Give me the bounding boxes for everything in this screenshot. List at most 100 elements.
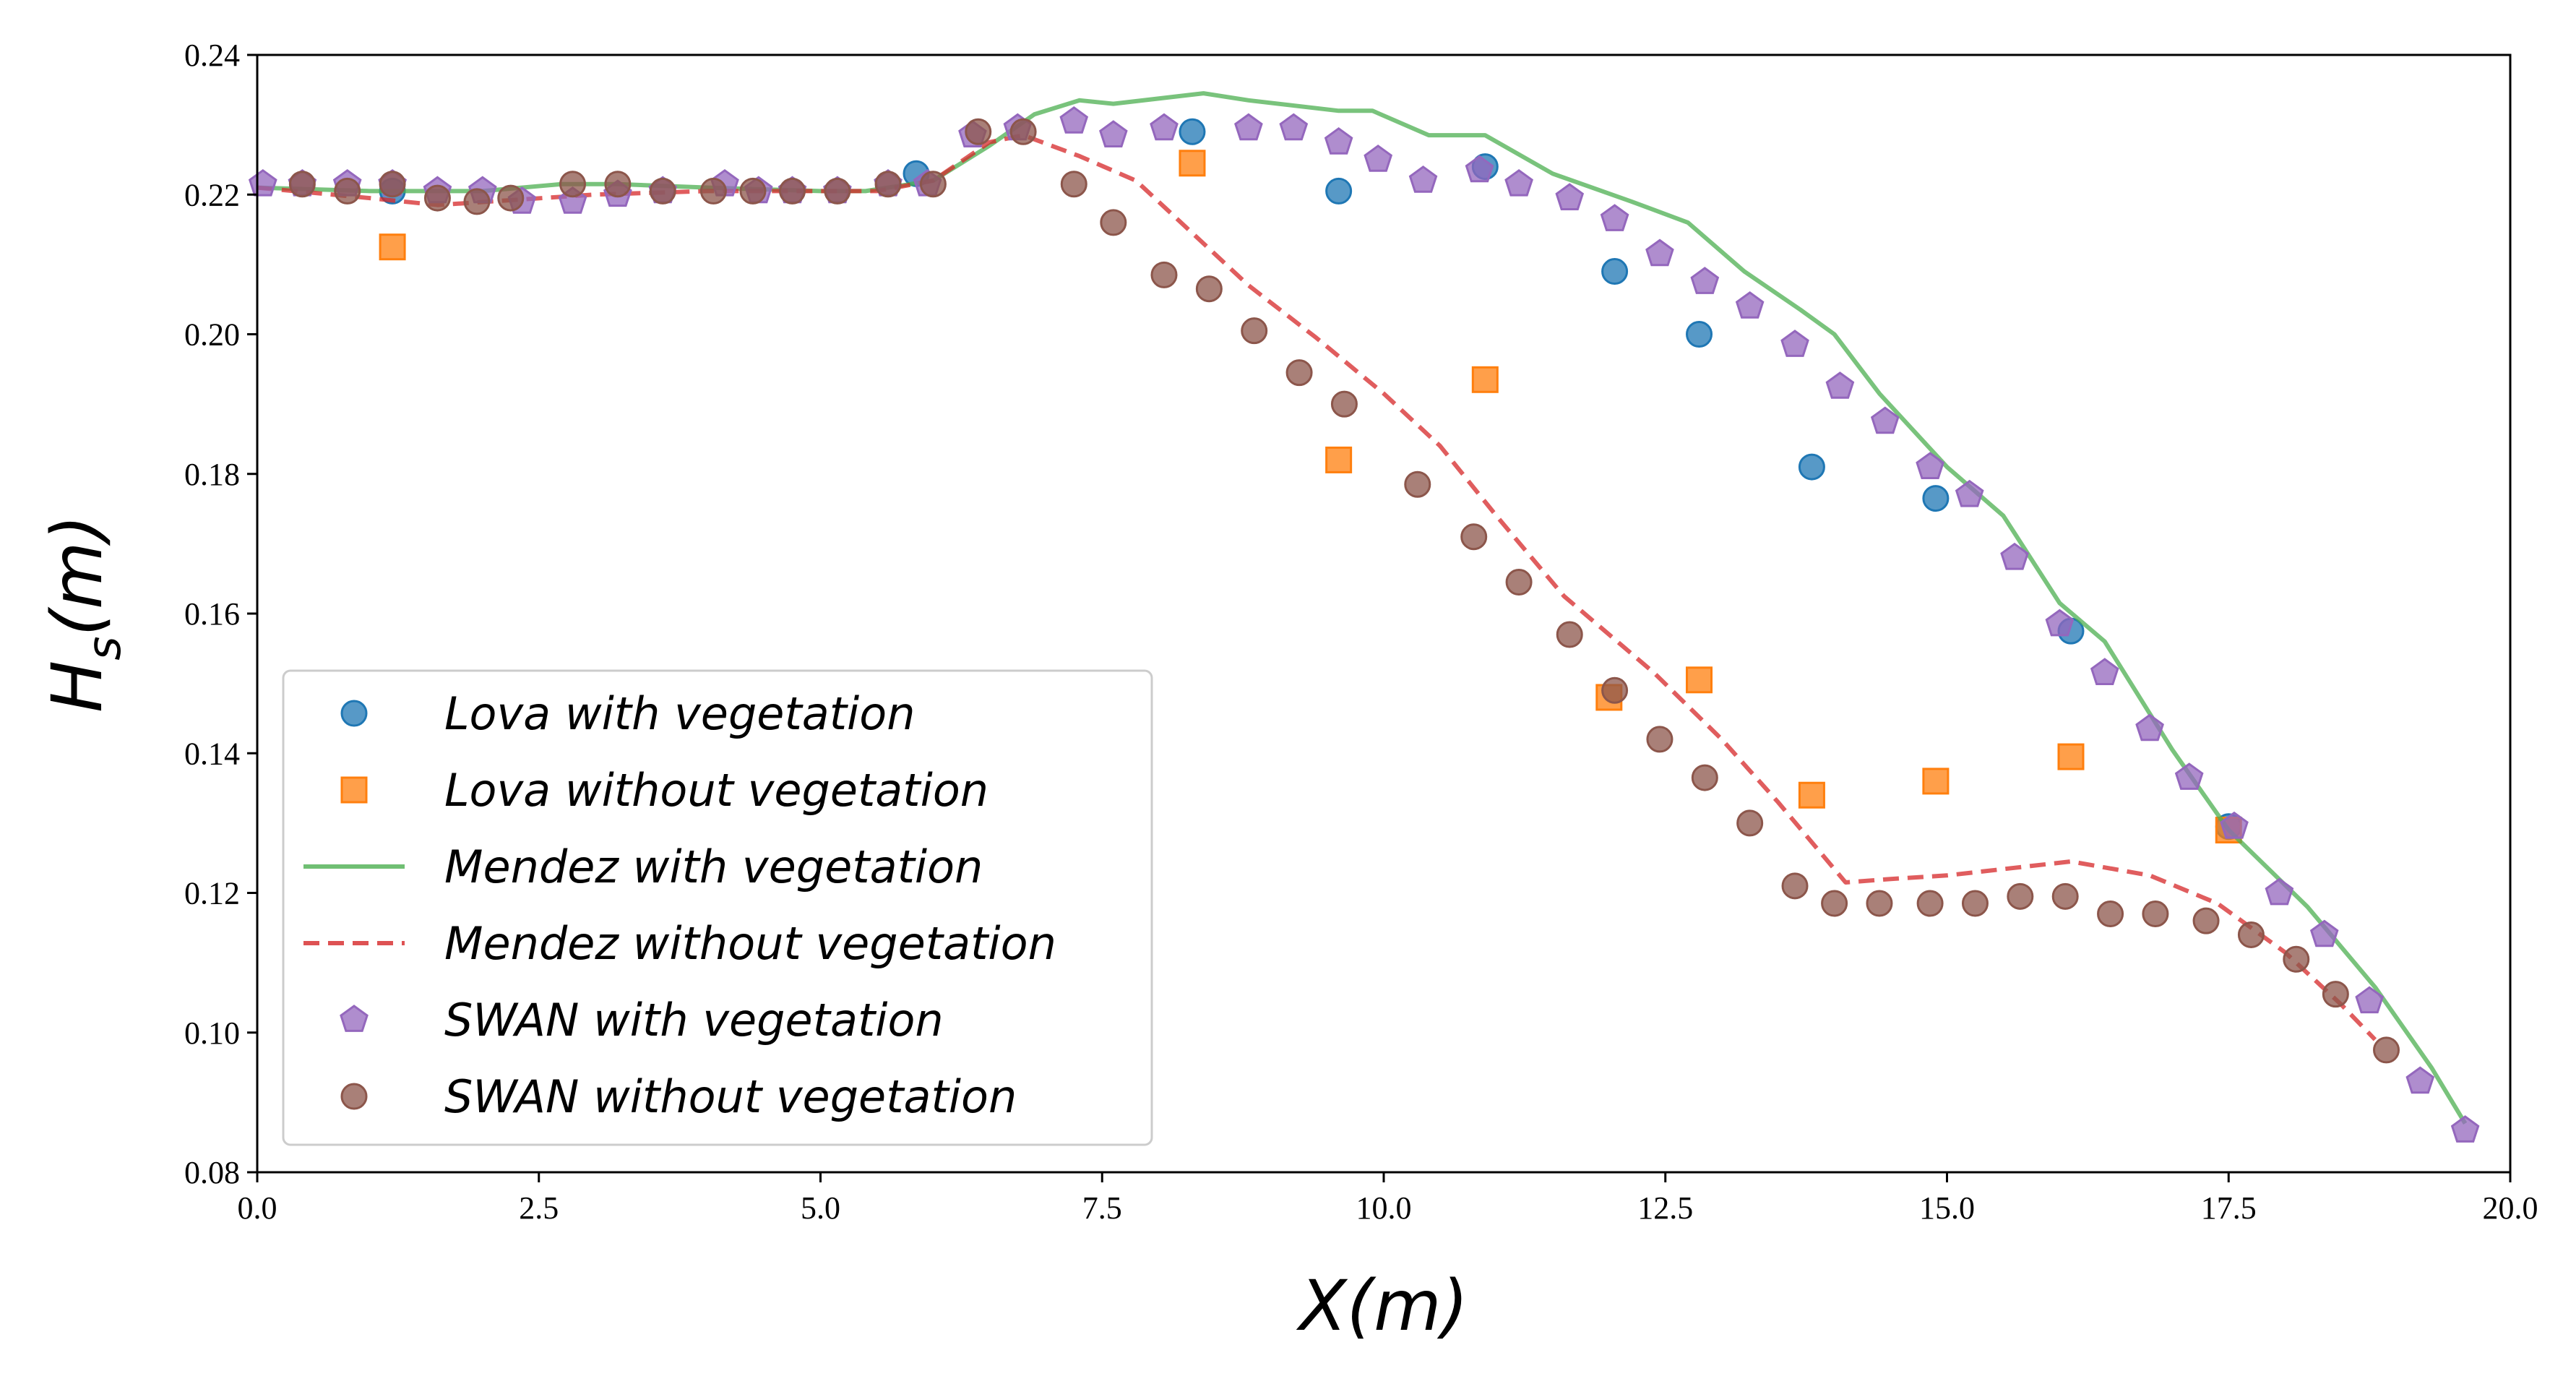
legend-entry-swan-with-vegetation: SWAN with vegetation	[340, 994, 944, 1046]
y-tick-label: 0.22	[184, 177, 240, 212]
x-tick-label: 15.0	[1919, 1190, 1975, 1226]
point-swan-without-vegetation-41	[2192, 907, 2220, 934]
point-swan-with-vegetation-43	[2220, 811, 2249, 839]
x-tick-label: 7.5	[1082, 1190, 1122, 1226]
point-swan-without-vegetation-4	[463, 188, 491, 215]
x-tick-label: 17.5	[2201, 1190, 2257, 1226]
point-swan-without-vegetation-36	[1961, 890, 1989, 917]
point-swan-without-vegetation-8	[649, 177, 676, 205]
point-lova-without-vegetation-6	[1798, 781, 1825, 809]
point-lova-without-vegetation-0	[379, 233, 406, 261]
legend-entry-lova-with-vegetation: Lova with vegetation	[340, 687, 916, 740]
legend-box	[282, 669, 1153, 1146]
point-lova-without-vegetation-1	[1179, 150, 1206, 177]
point-swan-without-vegetation-14	[919, 171, 947, 198]
y-tick-label: 0.10	[184, 1015, 240, 1051]
point-swan-without-vegetation-25	[1460, 523, 1488, 551]
legend-swatch	[340, 700, 368, 727]
x-tick-label: 20.0	[2483, 1190, 2538, 1226]
point-swan-with-vegetation-40	[2090, 658, 2119, 685]
legend-label: Mendez without vegetation	[444, 917, 1056, 970]
point-swan-without-vegetation-39	[2097, 900, 2124, 927]
x-tick-label: 12.5	[1637, 1190, 1693, 1226]
point-swan-without-vegetation-11	[779, 177, 806, 205]
point-swan-with-vegetation-19	[1099, 120, 1128, 147]
point-swan-without-vegetation-1	[334, 177, 361, 205]
point-swan-without-vegetation-9	[699, 177, 727, 205]
point-swan-with-vegetation-29	[1600, 204, 1629, 231]
point-swan-without-vegetation-32	[1781, 872, 1809, 900]
y-tick-label: 0.12	[184, 876, 240, 911]
point-swan-with-vegetation-38	[2000, 542, 2029, 570]
point-swan-with-vegetation-31	[1690, 267, 1720, 294]
x-tick-label: 0.0	[238, 1190, 277, 1226]
point-swan-without-vegetation-10	[739, 177, 767, 205]
point-lova-with-vegetation-7	[1798, 453, 1825, 481]
legend-label: SWAN without vegetation	[444, 1070, 1017, 1123]
legend-swatch	[340, 1005, 369, 1032]
legend-label: Mendez with vegetation	[444, 841, 983, 893]
point-swan-without-vegetation-18	[1100, 209, 1127, 236]
point-swan-without-vegetation-19	[1150, 261, 1178, 288]
point-swan-with-vegetation-33	[1780, 330, 1809, 357]
ticks-layer: 0.0 2.5 5.0 7.5 10.0 12.5 15.0 17.5 20.0 0.08 0.10…	[184, 38, 2538, 1226]
point-swan-without-vegetation-2	[379, 171, 406, 198]
point-swan-without-vegetation-24	[1404, 470, 1431, 498]
legend-entry-swan-without-vegetation: SWAN without vegetation	[340, 1070, 1017, 1123]
point-swan-with-vegetation-39	[2045, 609, 2075, 637]
point-swan-without-vegetation-44	[2322, 981, 2349, 1008]
legend: Lova with vegetation Lova without vegetat…	[282, 669, 1153, 1146]
point-swan-with-vegetation-18	[1059, 106, 1089, 134]
point-lova-with-vegetation-2	[1179, 118, 1206, 145]
legend-label: Lova without vegetation	[444, 764, 988, 817]
point-swan-without-vegetation-37	[2007, 882, 2034, 910]
point-swan-without-vegetation-45	[2373, 1036, 2400, 1064]
series-line-mendez-without-vegetation	[257, 133, 2377, 1041]
point-swan-without-vegetation-13	[874, 171, 902, 198]
point-swan-without-vegetation-5	[497, 184, 525, 212]
point-lova-without-vegetation-7	[1922, 768, 1950, 795]
point-swan-without-vegetation-17	[1060, 171, 1087, 198]
x-tick-label: 5.0	[801, 1190, 840, 1226]
point-swan-with-vegetation-37	[1955, 479, 1984, 507]
y-tick-label: 0.24	[184, 38, 240, 73]
series-swan-without-vegetation	[288, 118, 2400, 1064]
y-tick-label: 0.14	[184, 736, 240, 771]
y-tick-label: 0.16	[184, 596, 240, 632]
x-tick-label: 10.0	[1356, 1190, 1412, 1226]
point-swan-without-vegetation-3	[423, 184, 451, 212]
point-swan-with-vegetation-36	[1916, 452, 1944, 479]
point-swan-with-vegetation-27	[1504, 168, 1533, 197]
point-swan-without-vegetation-15	[965, 118, 992, 145]
point-swan-with-vegetation-30	[1645, 238, 1674, 267]
point-swan-with-vegetation-25	[1408, 166, 1438, 193]
point-swan-without-vegetation-26	[1505, 569, 1533, 596]
point-lova-without-vegetation-8	[2057, 743, 2085, 770]
point-swan-without-vegetation-31	[1736, 809, 1764, 837]
point-swan-with-vegetation-48	[2450, 1115, 2480, 1143]
point-swan-without-vegetation-30	[1691, 764, 1718, 791]
point-swan-without-vegetation-16	[1009, 118, 1037, 145]
point-swan-without-vegetation-43	[2283, 945, 2310, 973]
point-swan-without-vegetation-20	[1195, 275, 1223, 303]
point-swan-with-vegetation-45	[2309, 919, 2339, 947]
point-swan-without-vegetation-0	[288, 171, 316, 198]
point-swan-with-vegetation-23	[1324, 126, 1353, 155]
point-swan-with-vegetation-47	[2405, 1066, 2435, 1094]
point-swan-without-vegetation-6	[559, 171, 587, 198]
y-axis-label: Hs(m)	[37, 515, 132, 713]
point-swan-without-vegetation-40	[2142, 900, 2169, 927]
legend-entry-mendez-with-vegetation: Mendez with vegetation	[303, 841, 983, 893]
point-lova-with-vegetation-3	[1325, 177, 1353, 205]
point-swan-with-vegetation-28	[1555, 183, 1585, 210]
point-swan-without-vegetation-21	[1241, 317, 1268, 345]
point-swan-without-vegetation-34	[1866, 890, 1893, 917]
point-lova-without-vegetation-3	[1471, 366, 1499, 393]
point-swan-without-vegetation-22	[1285, 359, 1313, 387]
point-swan-without-vegetation-28	[1601, 676, 1629, 704]
y-tick-label: 0.08	[184, 1155, 240, 1190]
x-tick-label: 2.5	[519, 1190, 559, 1226]
point-swan-with-vegetation-20	[1150, 113, 1179, 141]
point-swan-with-vegetation-35	[1870, 406, 1900, 434]
